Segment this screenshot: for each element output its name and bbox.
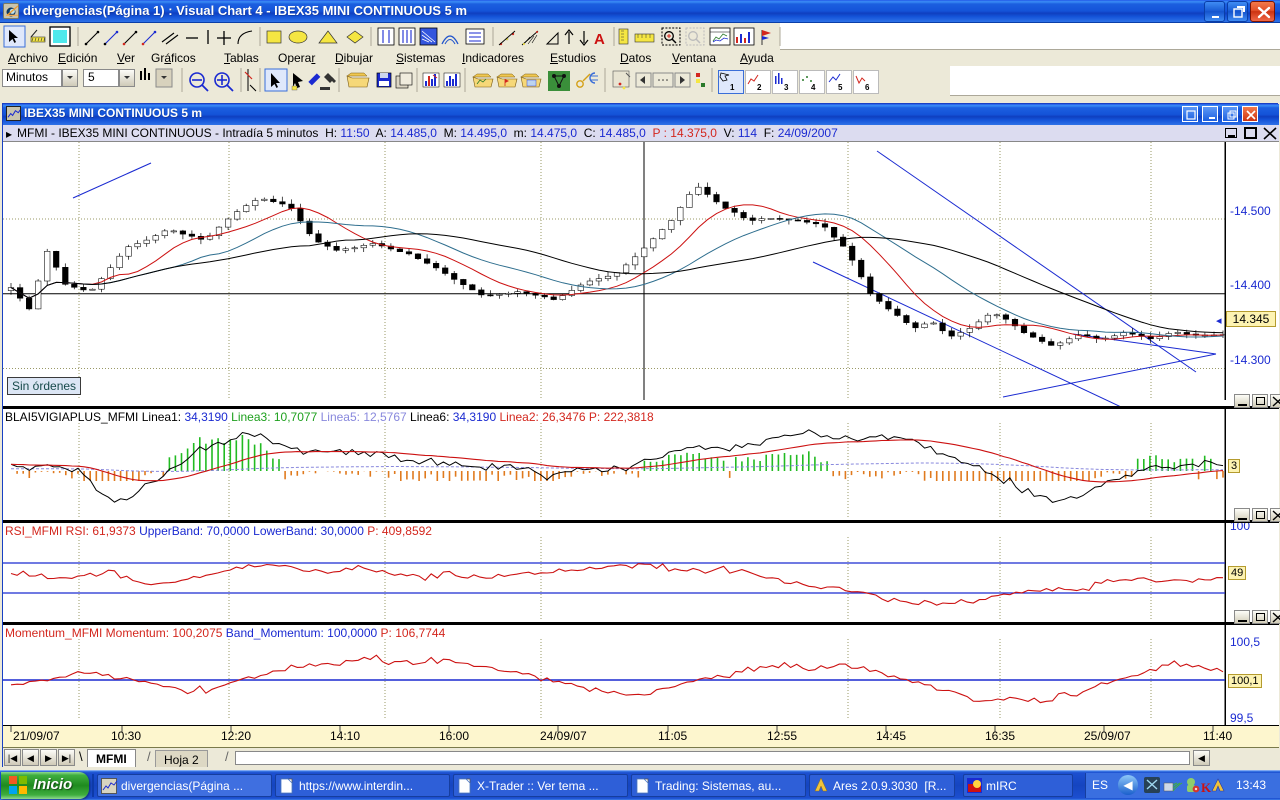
svg-text:5: 5 — [838, 83, 843, 92]
svg-text:K: K — [1201, 780, 1212, 795]
svg-text:4: 4 — [811, 83, 816, 92]
svg-text:1: 1 — [730, 83, 735, 92]
svg-text:2: 2 — [757, 83, 762, 92]
svg-text:3: 3 — [784, 83, 789, 92]
svg-text:6: 6 — [865, 83, 870, 92]
